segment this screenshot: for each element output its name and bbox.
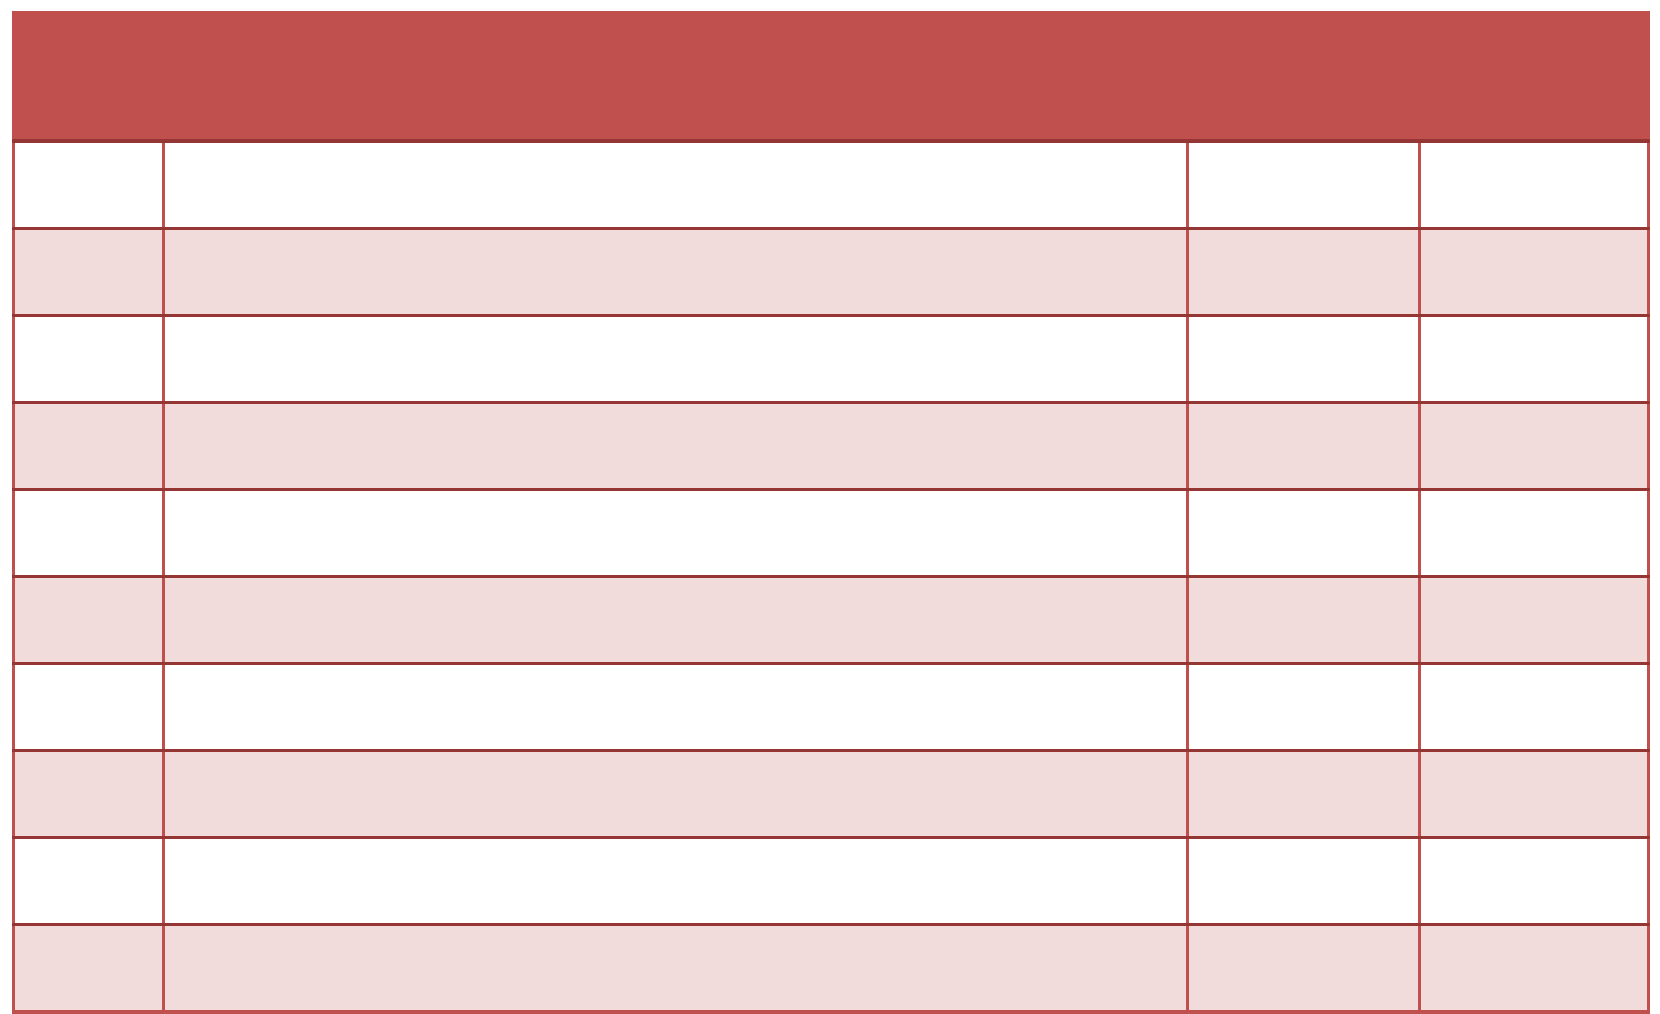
table-cell[interactable] xyxy=(12,139,165,230)
table-cell[interactable] xyxy=(1186,401,1421,491)
table-row xyxy=(12,749,1650,839)
table-cell[interactable] xyxy=(1418,749,1650,839)
table-cell[interactable] xyxy=(1418,314,1650,404)
table-cell[interactable] xyxy=(1418,227,1650,317)
table-row xyxy=(12,836,1650,926)
table-cell[interactable] xyxy=(1418,662,1650,752)
table-cell[interactable] xyxy=(1186,923,1421,1014)
table-row xyxy=(12,575,1650,665)
table-cell[interactable] xyxy=(1186,749,1421,839)
table-cell[interactable] xyxy=(12,575,165,665)
table-row xyxy=(12,923,1650,1014)
table-cell[interactable] xyxy=(162,314,1189,404)
table-cell[interactable] xyxy=(162,401,1189,491)
table-row xyxy=(12,401,1650,491)
table-cell[interactable] xyxy=(12,314,165,404)
table-cell[interactable] xyxy=(1418,923,1650,1014)
table-cell[interactable] xyxy=(12,662,165,752)
table-cell[interactable] xyxy=(1418,836,1650,926)
table-cell[interactable] xyxy=(162,923,1189,1014)
table-cell[interactable] xyxy=(1418,488,1650,578)
table-cell[interactable] xyxy=(1186,227,1421,317)
table-cell[interactable] xyxy=(1186,836,1421,926)
banded-table xyxy=(12,11,1650,1014)
table-cell[interactable] xyxy=(1418,575,1650,665)
table-row xyxy=(12,488,1650,578)
table-cell[interactable] xyxy=(162,139,1189,230)
table-cell[interactable] xyxy=(1186,662,1421,752)
table-row xyxy=(12,227,1650,317)
table-cell[interactable] xyxy=(12,401,165,491)
table-cell[interactable] xyxy=(1186,314,1421,404)
table-header-cell[interactable] xyxy=(13,11,1649,143)
table-cell[interactable] xyxy=(12,923,165,1014)
table-row xyxy=(12,314,1650,404)
table-row xyxy=(12,139,1650,230)
table-cell[interactable] xyxy=(162,749,1189,839)
table-header-row xyxy=(13,11,1649,143)
table-cell[interactable] xyxy=(162,662,1189,752)
table-cell[interactable] xyxy=(12,836,165,926)
table-cell[interactable] xyxy=(162,836,1189,926)
table-cell[interactable] xyxy=(1186,139,1421,230)
table-cell[interactable] xyxy=(12,749,165,839)
table-row xyxy=(12,662,1650,752)
table-cell[interactable] xyxy=(12,227,165,317)
table-cell[interactable] xyxy=(1186,575,1421,665)
table-cell[interactable] xyxy=(1418,139,1650,230)
table-cell[interactable] xyxy=(162,488,1189,578)
table-cell[interactable] xyxy=(12,488,165,578)
table-cell[interactable] xyxy=(1418,401,1650,491)
table-cell[interactable] xyxy=(1186,488,1421,578)
table-cell[interactable] xyxy=(162,227,1189,317)
table-cell[interactable] xyxy=(162,575,1189,665)
